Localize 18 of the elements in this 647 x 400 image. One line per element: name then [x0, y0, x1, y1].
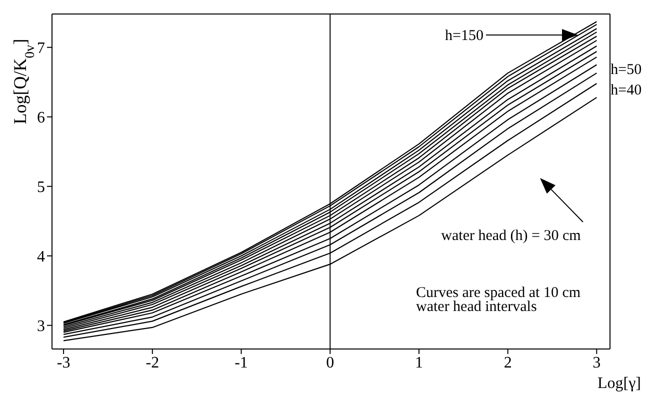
annotation: Curves are spaced at 10 cm water head intervals [416, 285, 582, 315]
y-tick-label: 6 [37, 110, 45, 127]
x-tick-label: 3 [592, 354, 601, 372]
annotation: h=150 [445, 28, 484, 44]
x-axis-title: Log[γ] [598, 375, 641, 392]
x-tick-label: -2 [146, 354, 160, 372]
annotation: h=40 [610, 82, 642, 98]
y-tick-label: 4 [37, 248, 45, 266]
x-tick-label: 2 [504, 354, 512, 372]
y-tick-label: 3 [37, 318, 45, 336]
annotation: water head (h) = 30 cm [441, 228, 582, 244]
annotation: h=50 [610, 62, 642, 78]
x-tick-label: -3 [56, 354, 70, 372]
x-tick-label: -1 [234, 354, 248, 372]
y-tick-label: 5 [37, 179, 45, 196]
x-tick-label: 1 [414, 354, 423, 372]
y-tick-label: 7 [37, 40, 45, 58]
x-tick-label: 0 [326, 354, 334, 372]
